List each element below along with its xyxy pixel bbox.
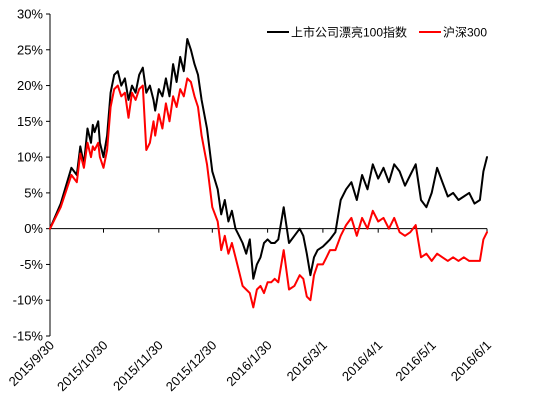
x-tick-label: 2016/6/1 xyxy=(448,338,494,384)
y-tick-label: 10% xyxy=(17,150,43,165)
x-tick-label: 2015/11/30 xyxy=(110,338,166,394)
y-tick-label: 0% xyxy=(24,221,43,236)
y-tick-label: -15% xyxy=(13,329,44,344)
legend-label-0: 上市公司漂亮100指数 xyxy=(291,25,407,40)
x-tick-label: 2015/12/30 xyxy=(163,338,220,395)
series-layer xyxy=(49,38,488,309)
y-tick-label: -5% xyxy=(20,257,44,272)
y-tick-label: -10% xyxy=(13,293,44,308)
y-tick-label: 5% xyxy=(24,185,43,200)
y-tick-label: 15% xyxy=(17,114,43,129)
x-tick-label: 2015/9/30 xyxy=(6,338,58,390)
y-axis: 30% 25% 20% 15% 10% 5% 0% -5% -10% -15% xyxy=(13,7,51,344)
x-tick-label: 2016/4/1 xyxy=(339,338,385,384)
series-line-0 xyxy=(49,38,488,280)
y-tick-label: 20% xyxy=(17,78,43,93)
series-line-1 xyxy=(49,77,488,309)
legend-label-1: 沪深300 xyxy=(443,26,487,40)
legend: 上市公司漂亮100指数 沪深300 xyxy=(267,25,487,40)
x-tick-label: 2015/10/30 xyxy=(54,338,111,395)
x-tick-label: 2016/3/1 xyxy=(284,338,330,384)
x-tick-label: 2016/1/30 xyxy=(223,338,275,390)
y-tick-label: 30% xyxy=(17,7,43,22)
y-tick-label: 25% xyxy=(17,42,43,57)
x-tick-label: 2016/5/1 xyxy=(392,338,438,384)
